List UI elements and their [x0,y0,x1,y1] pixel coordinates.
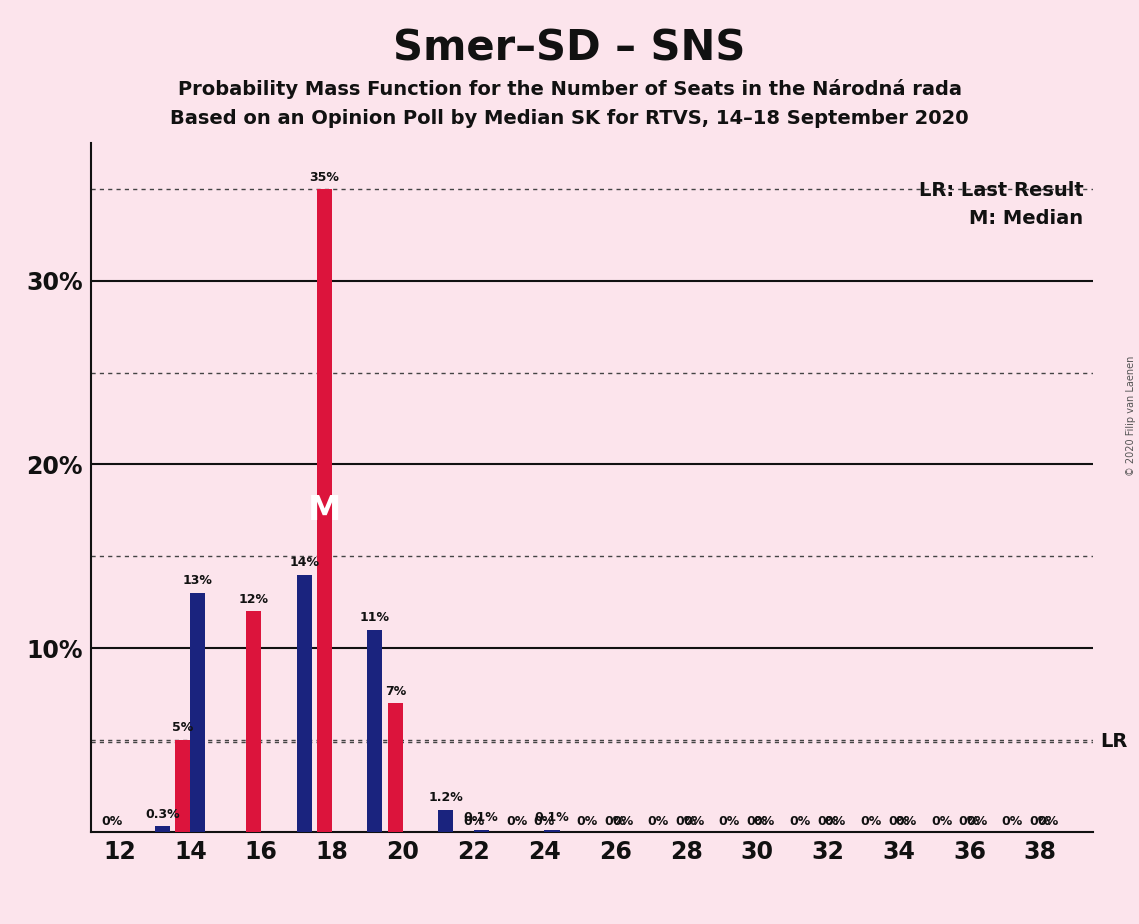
Text: 0%: 0% [959,815,980,828]
Text: 0%: 0% [895,815,917,828]
Bar [368,629,383,832]
Text: Probability Mass Function for the Number of Seats in the Národná rada: Probability Mass Function for the Number… [178,79,961,99]
Bar [387,703,403,832]
Text: 35%: 35% [310,171,339,184]
Text: 0.3%: 0.3% [145,808,180,821]
Text: 0%: 0% [576,815,598,828]
Bar [246,612,261,832]
Text: 0%: 0% [860,815,882,828]
Text: 0%: 0% [1038,815,1058,828]
Bar [175,740,190,832]
Text: Based on an Opinion Poll by Median SK for RTVS, 14–18 September 2020: Based on an Opinion Poll by Median SK fo… [170,109,969,128]
Text: © 2020 Filip van Laenen: © 2020 Filip van Laenen [1126,356,1136,476]
Text: 1.2%: 1.2% [428,791,464,804]
Bar [474,830,489,832]
Text: 0%: 0% [464,815,484,828]
Bar [544,830,559,832]
Bar [439,809,453,832]
Text: 0%: 0% [1002,815,1023,828]
Text: 0%: 0% [1030,815,1051,828]
Text: 0%: 0% [605,815,626,828]
Bar [190,593,205,832]
Text: 12%: 12% [238,593,269,606]
Text: 0%: 0% [931,815,952,828]
Text: 0%: 0% [754,815,776,828]
Text: 13%: 13% [183,575,213,588]
Text: 14%: 14% [289,556,319,569]
Text: Smer–SD – SNS: Smer–SD – SNS [393,28,746,69]
Text: 0%: 0% [675,815,697,828]
Text: 0.1%: 0.1% [464,811,499,824]
Text: LR: Last Result: LR: Last Result [919,181,1083,201]
Text: LR: LR [1100,732,1128,751]
Text: 0%: 0% [719,815,739,828]
Text: 0%: 0% [683,815,704,828]
Text: 0%: 0% [966,815,988,828]
Text: 0%: 0% [817,815,838,828]
Text: 0%: 0% [506,815,527,828]
Text: 0%: 0% [101,815,123,828]
Text: 0%: 0% [746,815,768,828]
Text: 7%: 7% [385,685,405,698]
Text: 0%: 0% [825,815,846,828]
Text: 11%: 11% [360,611,390,625]
Text: 0%: 0% [888,815,909,828]
Text: 0%: 0% [534,815,555,828]
Text: 5%: 5% [172,722,194,735]
Bar [317,189,331,832]
Text: 0%: 0% [789,815,811,828]
Bar [155,826,170,832]
Text: 0.1%: 0.1% [534,811,570,824]
Text: M: M [308,493,341,527]
Bar [296,575,312,832]
Text: 0%: 0% [648,815,669,828]
Text: 0%: 0% [612,815,633,828]
Text: M: Median: M: Median [969,209,1083,227]
